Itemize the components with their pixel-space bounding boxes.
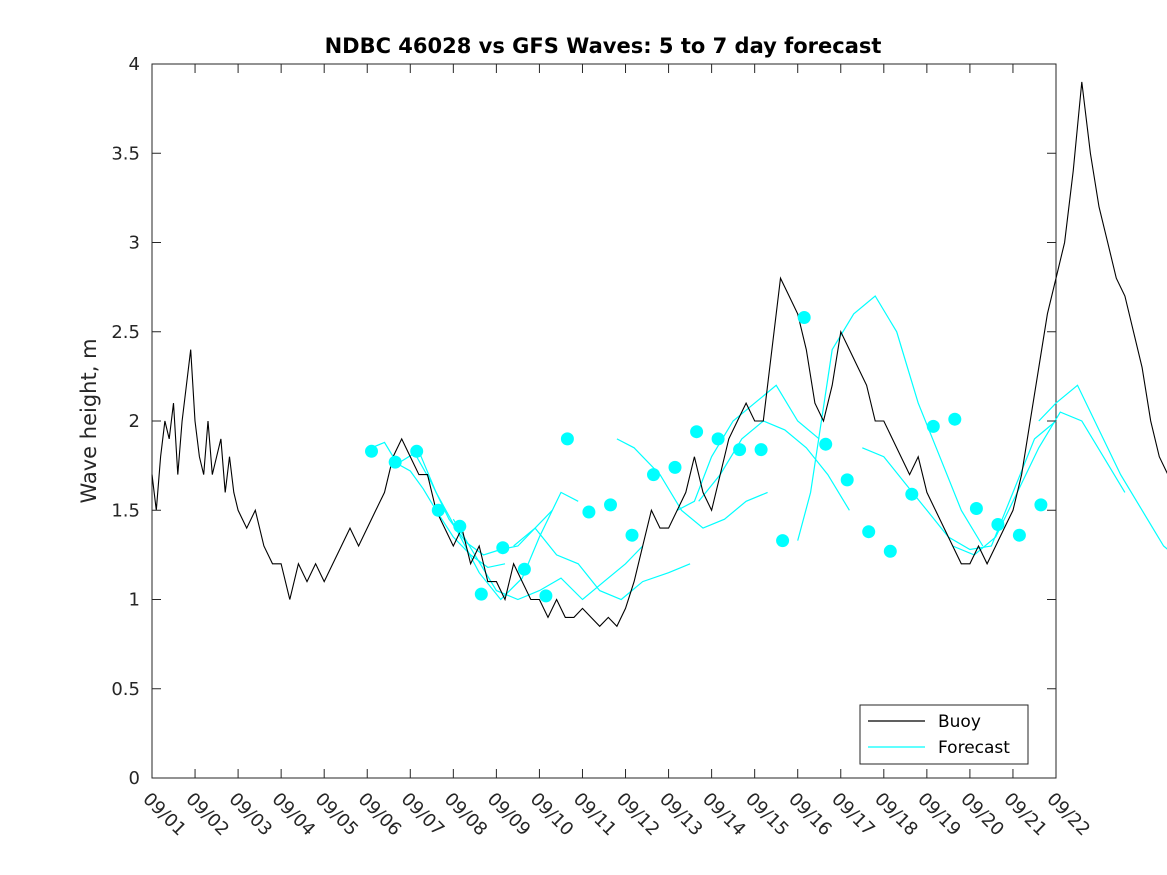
x-tick-label: 09/10 [526, 789, 578, 841]
y-axis-label: Wave height, m [77, 338, 101, 503]
forecast-marker [410, 444, 424, 458]
forecast-marker [517, 562, 531, 576]
y-tick-label: 2.5 [111, 322, 140, 343]
forecast-line [676, 384, 820, 511]
y-ticks: 0 0.5 1 1.5 2 2.5 3 3.5 4 [111, 54, 1056, 789]
legend-buoy-label: Buoy [938, 712, 981, 732]
y-tick-label: 4 [129, 54, 140, 75]
x-tick-label: 09/18 [870, 789, 922, 841]
forecast-marker [647, 468, 660, 482]
x-tick-label: 09/12 [612, 789, 664, 841]
y-tick-label: 1.5 [111, 500, 140, 521]
forecast-marker [560, 432, 574, 446]
forecast-marker [1034, 498, 1048, 512]
x-tick-label: 09/21 [999, 789, 1051, 841]
forecast-marker [926, 419, 940, 433]
forecast-marker [539, 589, 553, 603]
forecast-marker [604, 498, 617, 512]
plot-area [151, 63, 1057, 779]
forecast-marker [431, 503, 445, 517]
forecast-markers [365, 311, 1048, 603]
x-tick-label: 09/06 [354, 789, 406, 841]
forecast-line [1038, 384, 1167, 550]
x-tick-label: 09/09 [483, 789, 535, 841]
forecast-marker [991, 518, 1005, 531]
forecast-marker [582, 505, 596, 519]
y-tick-label: 3.5 [111, 143, 140, 164]
x-tick-label: 09/20 [956, 789, 1008, 841]
forecast-marker [668, 460, 682, 474]
y-tick-label: 2 [129, 411, 140, 432]
forecast-marker [690, 425, 704, 439]
forecast-marker [496, 541, 510, 555]
forecast-marker [819, 437, 833, 451]
forecast-line [616, 438, 768, 529]
y-tick-label: 0.5 [111, 679, 140, 700]
legend-forecast-label: Forecast [938, 738, 1010, 758]
buoy-line [151, 81, 1167, 628]
x-tick-label: 09/08 [440, 789, 492, 841]
forecast-line [418, 451, 579, 601]
x-tick-label: 09/16 [784, 789, 836, 841]
x-tick-label: 09/19 [913, 789, 965, 841]
forecast-line [698, 420, 850, 511]
x-tick-label: 09/22 [1042, 789, 1094, 841]
x-tick-label: 09/01 [138, 789, 190, 841]
forecast-line [862, 420, 1057, 551]
x-tick-label: 09/02 [182, 789, 234, 841]
forecast-line [513, 527, 691, 601]
forecast-marker [388, 455, 402, 469]
y-tick-label: 1 [129, 590, 140, 611]
forecast-marker [754, 443, 768, 457]
x-tick-label: 09/07 [397, 789, 449, 841]
x-tick-label: 09/11 [569, 789, 621, 841]
forecast-marker [711, 432, 725, 446]
x-tick-label: 09/13 [655, 789, 707, 841]
forecast-marker [969, 502, 983, 515]
x-tick-label: 09/14 [698, 789, 750, 841]
forecast-marker [905, 487, 919, 501]
legend: Buoy Forecast [859, 704, 1029, 765]
forecast-lines [371, 295, 1167, 601]
forecast-marker [948, 412, 962, 426]
forecast-marker [862, 525, 876, 539]
forecast-line [952, 411, 1126, 556]
forecast-marker [625, 528, 639, 542]
x-tick-label: 09/04 [268, 789, 320, 841]
legend-box [859, 704, 1029, 765]
forecast-marker [883, 544, 897, 558]
forecast-marker [365, 444, 378, 458]
forecast-marker [1012, 528, 1026, 542]
x-tick-label: 09/15 [741, 789, 793, 841]
forecast-line [397, 452, 553, 556]
forecast-line [797, 295, 984, 547]
forecast-marker [474, 587, 488, 601]
buoy-line-group [151, 81, 1167, 628]
y-tick-label: 3 [129, 233, 140, 254]
forecast-marker [797, 311, 811, 324]
forecast-marker [776, 534, 790, 548]
forecast-marker [840, 473, 854, 487]
x-tick-label: 09/17 [827, 789, 879, 841]
y-tick-label: 0 [129, 768, 140, 789]
forecast-marker [453, 519, 467, 533]
x-tick-label: 09/03 [225, 789, 277, 841]
chart-title: NDBC 46028 vs GFS Waves: 5 to 7 day fore… [325, 34, 882, 58]
forecast-marker [733, 443, 747, 457]
x-tick-label: 09/05 [311, 789, 363, 841]
